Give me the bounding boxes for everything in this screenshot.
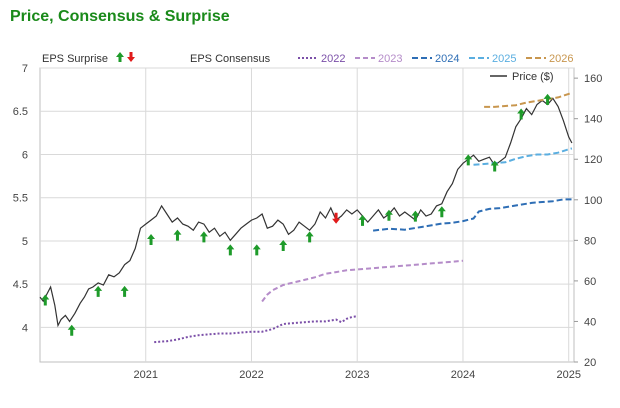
- surprise-arrow-down: [332, 212, 341, 224]
- surprise-arrow-up: [279, 239, 288, 251]
- legend-label-2024: 2024: [435, 53, 459, 65]
- right-tick-label: 140: [584, 114, 602, 126]
- chart-title: Price, Consensus & Surprise: [10, 8, 230, 25]
- surprise-arrow-up: [384, 209, 393, 221]
- surprise-arrow-up: [490, 160, 499, 172]
- surprise-arrow-up: [437, 206, 446, 218]
- x-tick-label: 2023: [345, 369, 369, 381]
- x-tick-label: 2025: [556, 369, 580, 381]
- surprise-arrow-up: [411, 210, 420, 222]
- left-tick-label: 7: [22, 63, 28, 75]
- legend-label-2026: 2026: [549, 53, 573, 65]
- surprise-arrow-up: [252, 244, 261, 256]
- right-tick-label: 60: [584, 276, 596, 288]
- surprise-arrow-up: [147, 233, 156, 245]
- surprise-arrow-up: [517, 108, 526, 120]
- legend-label-2022: 2022: [321, 53, 345, 65]
- x-tick-label: 2022: [239, 369, 263, 381]
- surprise-arrow-up: [358, 214, 367, 226]
- surprise-arrow-up: [464, 154, 473, 166]
- surprise-arrow-up: [543, 93, 552, 105]
- x-tick-label: 2021: [134, 369, 158, 381]
- surprise-arrow-up: [94, 285, 103, 297]
- chart-area: 4 4.5 5 5.5 6 6.5 7 20 40 60 80 100 120 140 160 2021 202…: [0, 40, 620, 403]
- x-tick-label: 2024: [451, 369, 475, 381]
- surprise-arrow-up: [173, 229, 182, 241]
- left-tick-label: 4.5: [13, 279, 28, 291]
- legend-price-label: Price ($): [512, 71, 554, 83]
- series-line-2024: [372, 198, 572, 232]
- legend-consensus-label: EPS Consensus: [190, 53, 271, 65]
- left-tick-label: 6.5: [13, 106, 28, 118]
- left-tick-label: 5.5: [13, 193, 28, 205]
- right-tick-label: 120: [584, 154, 602, 166]
- series-line-2026: [484, 92, 573, 108]
- legend-label-2025: 2025: [492, 53, 516, 65]
- right-tick-label: 20: [584, 357, 596, 369]
- legend-surprise-label: EPS Surprise: [42, 53, 108, 65]
- plot-frame: [39, 67, 575, 363]
- surprise-arrow-up: [41, 294, 50, 306]
- legend-label-2023: 2023: [378, 53, 402, 65]
- left-tick-label: 6: [22, 149, 28, 161]
- right-tick-label: 40: [584, 316, 596, 328]
- surprise-arrow-up: [199, 231, 208, 243]
- left-tick-label: 5: [22, 236, 28, 248]
- legend-up-arrow-icon: [116, 52, 124, 62]
- left-tick-label: 4: [22, 322, 28, 334]
- surprise-arrow-up: [67, 324, 76, 336]
- surprise-arrow-up: [226, 244, 235, 256]
- right-tick-label: 160: [584, 73, 602, 85]
- surprise-arrow-up: [305, 231, 314, 243]
- legend-down-arrow-icon: [127, 52, 135, 62]
- surprise-arrow-up: [120, 285, 129, 297]
- right-tick-label: 100: [584, 195, 602, 207]
- series-line-price: [39, 97, 573, 328]
- price-consensus-chart: 4 4.5 5 5.5 6 6.5 7 20 40 60 80 100 120 140 160 2021 202…: [13, 52, 602, 381]
- right-tick-label: 80: [584, 235, 596, 247]
